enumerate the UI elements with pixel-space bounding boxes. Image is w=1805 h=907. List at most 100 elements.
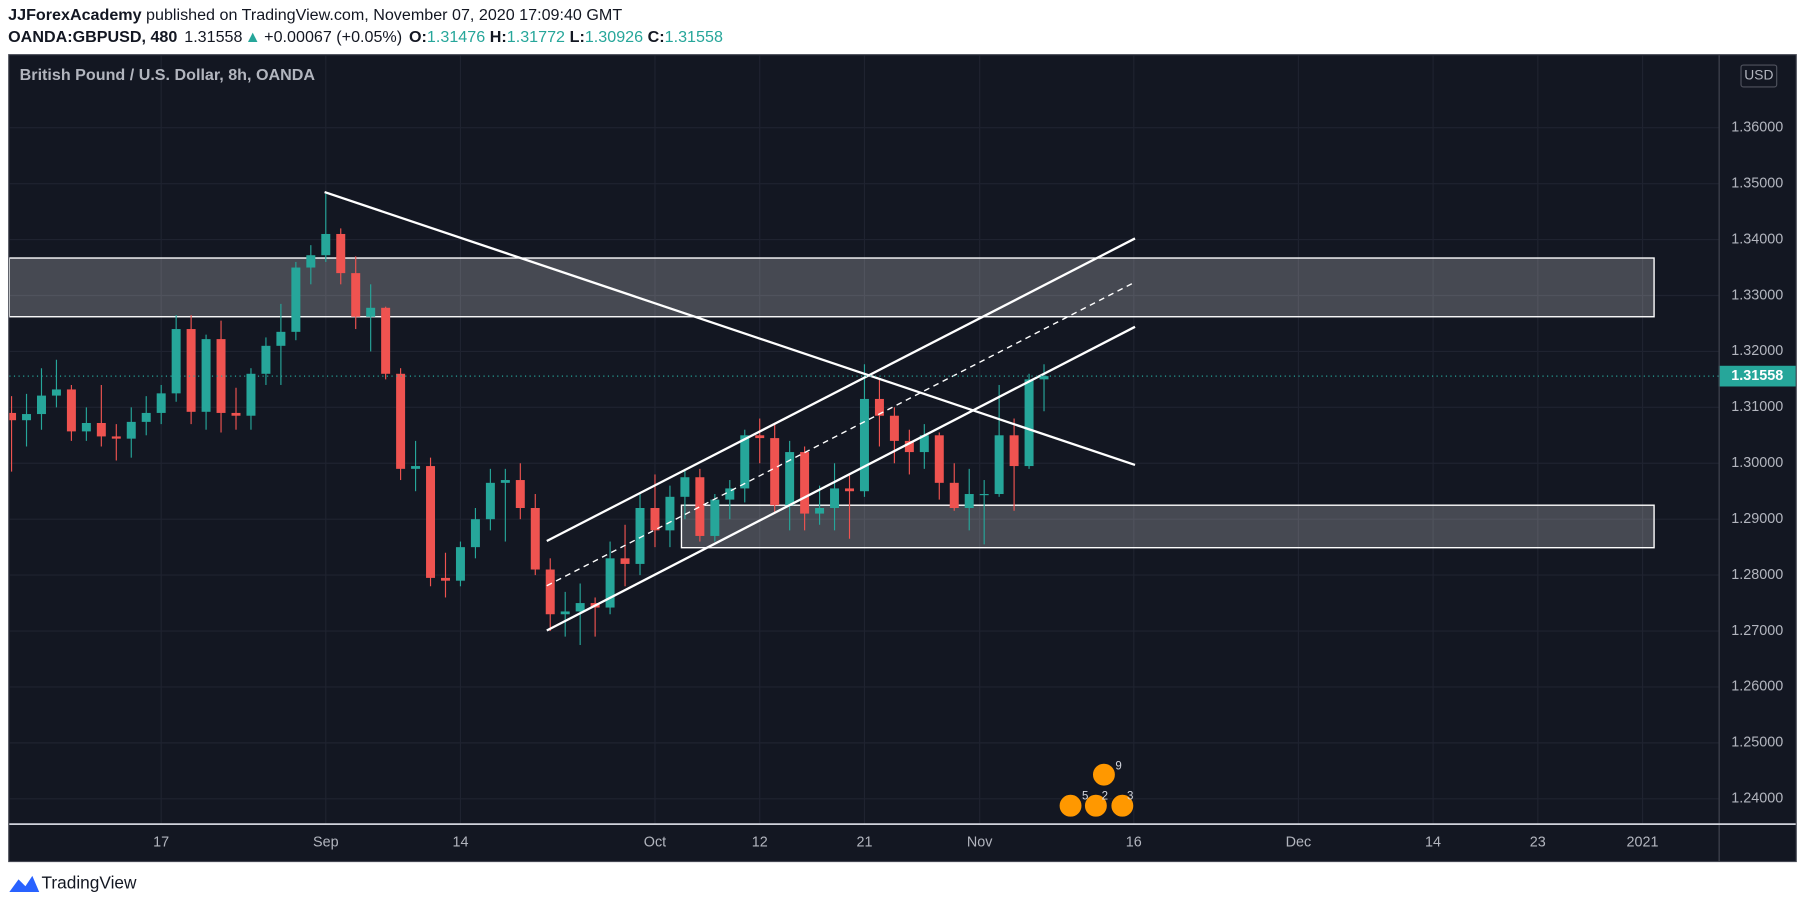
candle-body xyxy=(216,339,226,413)
candle-body xyxy=(351,273,361,317)
candle-body xyxy=(51,389,61,396)
symbol: OANDA:GBPUSD, 480 xyxy=(8,28,177,46)
candle-body xyxy=(710,499,720,536)
trend-line xyxy=(324,190,1136,467)
candle-body xyxy=(934,435,944,483)
candle-body xyxy=(336,233,346,274)
x-tick-label: Sep xyxy=(313,834,339,850)
y-tick-label: 1.27000 xyxy=(1731,623,1783,639)
candle-body xyxy=(276,331,286,346)
y-tick-label: 1.34000 xyxy=(1731,231,1783,247)
candle-body xyxy=(770,438,780,506)
candle-body xyxy=(381,307,391,374)
candle-body xyxy=(201,339,211,412)
candle-body xyxy=(964,494,974,508)
candle-body xyxy=(740,435,750,489)
candle-body xyxy=(396,373,406,469)
currency-box[interactable] xyxy=(1740,64,1778,88)
candle-body xyxy=(800,452,810,514)
candle-body xyxy=(186,329,196,412)
h-label: H: xyxy=(490,28,507,46)
change: +0.00067 (+0.05%) xyxy=(264,28,402,46)
candle-body xyxy=(859,398,869,492)
y-tick-label: 1.33000 xyxy=(1731,287,1783,303)
l-label: L: xyxy=(570,28,585,46)
candle-body xyxy=(560,611,570,615)
x-tick-label: 2021 xyxy=(1627,834,1659,850)
candle-body xyxy=(620,558,630,564)
y-tick-label: 1.26000 xyxy=(1731,679,1783,695)
h-value: 1.31772 xyxy=(507,28,565,46)
candle-body xyxy=(111,436,121,439)
c-value: 1.31558 xyxy=(665,28,723,46)
trend-line xyxy=(546,325,1136,632)
candle-body xyxy=(126,421,136,439)
event-badge: 2 xyxy=(1102,791,1108,803)
last-price-label: 1.31558 xyxy=(1731,368,1783,384)
candle-body xyxy=(1024,379,1034,467)
candle-body xyxy=(36,395,46,415)
candle-body xyxy=(470,519,480,548)
brand[interactable]: TradingView xyxy=(42,873,137,893)
x-tick-label: Dec xyxy=(1286,834,1312,850)
event-badge: 5 xyxy=(1082,791,1088,803)
price-zone xyxy=(680,504,1655,549)
candle-body xyxy=(455,547,465,581)
candle-body xyxy=(306,255,316,268)
published: published on TradingView.com, November 0… xyxy=(142,6,623,24)
candle-body xyxy=(500,480,510,483)
candle-body xyxy=(815,507,825,514)
trend-line xyxy=(546,281,1136,587)
price-zone xyxy=(9,257,1655,318)
event-icon[interactable] xyxy=(1091,762,1117,787)
candle-body xyxy=(665,496,675,531)
y-tick-label: 1.36000 xyxy=(1731,120,1783,136)
candle-body xyxy=(919,435,929,453)
candle-body xyxy=(949,482,959,508)
candle-body xyxy=(96,422,106,437)
candle-body xyxy=(426,466,436,578)
last: 1.31558 xyxy=(184,28,242,46)
candle-body xyxy=(650,507,660,531)
x-tick-label: Nov xyxy=(967,834,993,850)
candle-body xyxy=(530,507,540,570)
candle-body xyxy=(725,488,735,500)
candle-body xyxy=(441,577,450,581)
candle-body xyxy=(22,414,32,421)
o-label: O: xyxy=(409,28,427,46)
candle-body xyxy=(575,603,585,612)
x-tick-label: Oct xyxy=(644,834,666,850)
legend-title: British Pound / U.S. Dollar, 8h, OANDA xyxy=(20,66,316,84)
l-value: 1.30926 xyxy=(585,28,643,46)
logo[interactable] xyxy=(9,875,40,893)
candle-body xyxy=(680,477,690,497)
publish-line: JJForexAcademy published on TradingView.… xyxy=(8,6,622,24)
event-icons: 9 5 2 3 xyxy=(1058,761,1135,818)
x-tick-label: 16 xyxy=(1126,834,1142,850)
candle-body xyxy=(904,440,914,453)
event-icon[interactable] xyxy=(1083,793,1108,818)
candle-body xyxy=(695,477,705,536)
candle-body xyxy=(635,507,645,564)
y-tick-label: 1.28000 xyxy=(1731,567,1783,583)
candle-body xyxy=(231,412,241,416)
y-tick-label: 1.24000 xyxy=(1731,791,1783,807)
c-label: C: xyxy=(648,28,665,46)
candle-body xyxy=(755,435,765,439)
y-tick-label: 1.25000 xyxy=(1731,735,1783,751)
candle-body xyxy=(830,488,840,508)
x-tick-label: 17 xyxy=(153,834,169,850)
trend-line xyxy=(546,237,1136,543)
candle-body xyxy=(1039,376,1049,380)
candle-body xyxy=(515,480,525,508)
event-icon[interactable] xyxy=(1058,793,1083,818)
up-arrow: ▲ xyxy=(245,28,261,46)
candle-body xyxy=(9,412,17,421)
candle-body xyxy=(66,389,76,432)
event-icon[interactable] xyxy=(1110,793,1135,818)
candle-body xyxy=(366,307,376,317)
candle-body xyxy=(291,267,301,332)
candle-body xyxy=(1009,435,1019,467)
